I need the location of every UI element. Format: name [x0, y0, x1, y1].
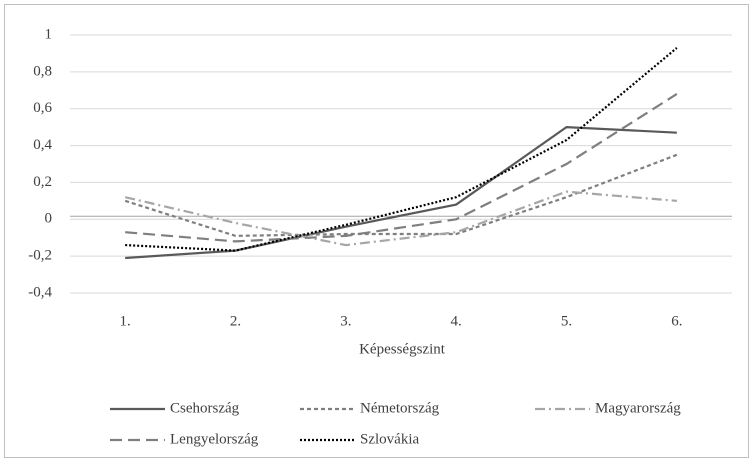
y-tick-label: 0,4: [33, 137, 52, 153]
x-tick-label: 6.: [671, 313, 682, 329]
x-tick-label: 5.: [561, 313, 572, 329]
x-tick-label: 1.: [120, 313, 131, 329]
y-tick-label: 0,2: [33, 174, 52, 190]
series-line: [124, 153, 678, 237]
series-line: [124, 190, 677, 247]
legend-label: Németország: [360, 400, 440, 416]
y-tick-label: -0,2: [28, 248, 52, 264]
legend-label: Magyarország: [595, 400, 681, 416]
series-line: [125, 47, 678, 252]
legend-label: Csehország: [170, 400, 240, 416]
y-tick-label: 1: [45, 26, 53, 42]
y-tick-label: 0,8: [33, 63, 52, 79]
x-axis-label: Képességszint: [359, 341, 446, 357]
x-tick-label: 2.: [230, 313, 241, 329]
series-line: [125, 126, 677, 260]
series-line: [125, 93, 678, 243]
legend-label: Szlovákia: [360, 431, 419, 447]
y-tick-label: -0,4: [28, 284, 52, 300]
x-tick-label: 4.: [451, 313, 462, 329]
y-tick-label: 0: [45, 211, 53, 227]
x-tick-label: 3.: [340, 313, 351, 329]
legend-label: Lengyelország: [170, 431, 259, 447]
y-tick-label: 0,6: [33, 100, 52, 116]
